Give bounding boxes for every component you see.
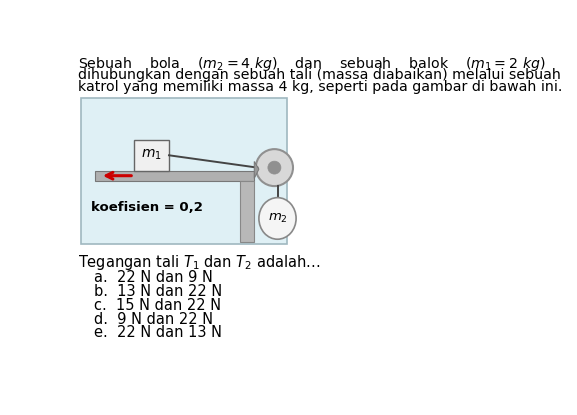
Text: katrol yang memiliki massa 4 kg, seperti pada gambar di bawah ini.: katrol yang memiliki massa 4 kg, seperti… <box>77 80 562 94</box>
Text: d.  9 N dan 22 N: d. 9 N dan 22 N <box>94 312 213 327</box>
Circle shape <box>256 149 293 186</box>
Text: koefisien = 0,2: koefisien = 0,2 <box>91 202 203 215</box>
Text: Sebuah    bola    ($m_2 = 4\ kg$)    dan    sebuah    balok    ($m_1 = 2\ kg$): Sebuah bola ($m_2 = 4\ kg$) dan sebuah b… <box>77 55 545 73</box>
Text: a.  22 N dan 9 N: a. 22 N dan 9 N <box>94 270 213 285</box>
Text: $m_2$: $m_2$ <box>268 212 287 225</box>
Polygon shape <box>254 161 259 178</box>
Text: $m_1$: $m_1$ <box>141 148 162 163</box>
Text: dihubungkan dengan sebuah tali (massa diabaikan) melalui sebuah: dihubungkan dengan sebuah tali (massa di… <box>77 68 560 81</box>
Bar <box>95 171 254 181</box>
Circle shape <box>268 161 281 174</box>
Text: c.  15 N dan 22 N: c. 15 N dan 22 N <box>94 298 221 313</box>
Text: Tegangan tali $T_1$ dan $T_2$ adalah...: Tegangan tali $T_1$ dan $T_2$ adalah... <box>77 253 320 272</box>
Ellipse shape <box>259 198 296 239</box>
Text: b.  13 N dan 22 N: b. 13 N dan 22 N <box>94 284 222 299</box>
Bar <box>81 98 287 244</box>
Bar <box>240 181 254 242</box>
Text: e.  22 N dan 13 N: e. 22 N dan 13 N <box>94 325 222 340</box>
Bar <box>134 140 169 171</box>
